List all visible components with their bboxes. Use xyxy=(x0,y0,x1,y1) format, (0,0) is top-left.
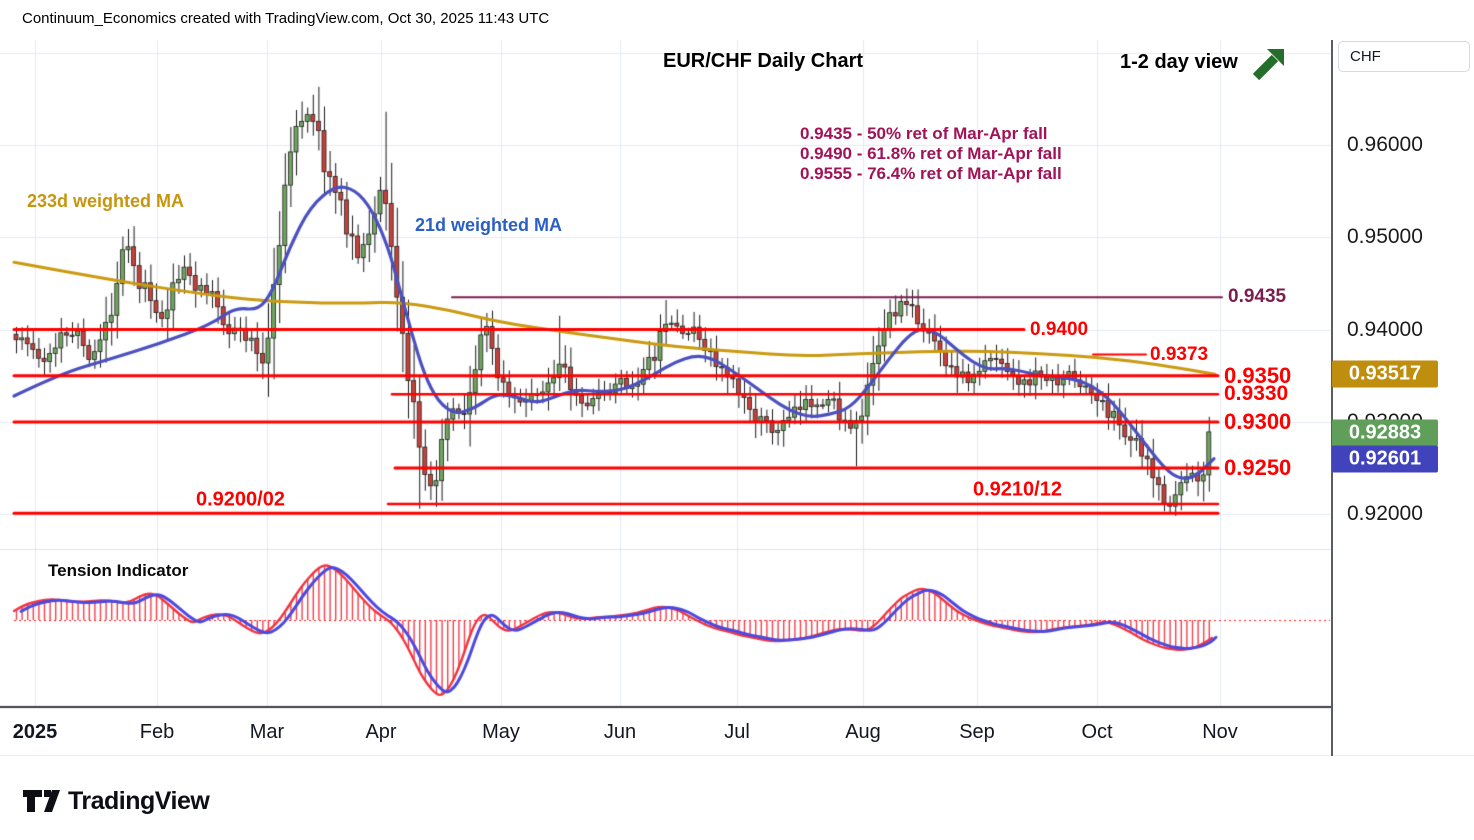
tension-indicator-label: Tension Indicator xyxy=(48,561,189,580)
x-axis-label-may: May xyxy=(482,721,520,743)
x-axis-label-oct: Oct xyxy=(1081,721,1113,743)
price-badge-21d-weighted-MA: 0.92601 xyxy=(1332,445,1438,473)
y-axis-tick-0.94000: 0.94000 xyxy=(1347,317,1423,341)
ma-233d-label: 233d weighted MA xyxy=(27,191,185,211)
axis-bottom-divider xyxy=(0,755,1474,756)
x-axis-label-apr: Apr xyxy=(365,721,397,743)
level-label-0-9300: 0.9300 xyxy=(1224,408,1292,434)
level-label-0-9200-02: 0.9200/02 xyxy=(196,488,285,511)
fib-note-line-2: 0.9490 - 61.8% ret of Mar-Apr fall xyxy=(800,144,1062,163)
x-axis-label-feb: Feb xyxy=(139,721,175,743)
y-axis-tick-0.95000: 0.95000 xyxy=(1347,225,1423,249)
price-badge-last-close: 0.92883 xyxy=(1332,419,1438,447)
fib-note-line-1: 0.9435 - 50% ret of Mar-Apr fall xyxy=(800,124,1048,143)
chart-title: EUR/CHF Daily Chart xyxy=(662,50,864,72)
level-label-0-9373: 0.9373 xyxy=(1150,343,1209,365)
level-label-0-9330: 0.9330 xyxy=(1224,382,1289,406)
attribution-text: Continuum_Economics created with Trading… xyxy=(22,10,550,27)
ma-21d-label: 21d weighted MA xyxy=(415,215,563,235)
x-axis-label-jul: Jul xyxy=(724,721,750,743)
price-chart-canvas[interactable] xyxy=(0,40,1332,709)
x-axis-label-sep: Sep xyxy=(959,721,995,743)
x-axis-label-jun: Jun xyxy=(603,721,637,743)
trend-arrow-up-right-icon xyxy=(1252,49,1284,81)
y-axis-tick-0.96000: 0.96000 xyxy=(1347,133,1423,156)
tradingview-logo-icon xyxy=(23,790,60,812)
fib-note-line-3: 0.9555 - 76.4% ret of Mar-Apr fall xyxy=(800,164,1062,183)
fib-retracement-notes: 0.9435 - 50% ret of Mar-Apr fall 0.9490 … xyxy=(800,124,1062,184)
level-label-0-9435: 0.9435 xyxy=(1228,286,1287,308)
quote-currency-box[interactable]: CHF xyxy=(1338,41,1470,72)
y-axis-tick-0.92000: 0.92000 xyxy=(1347,502,1423,526)
tradingview-logo[interactable]: TradingView xyxy=(22,786,210,816)
x-axis-label-mar: Mar xyxy=(249,721,285,743)
price-badge-233d-weighted-MA: 0.93517 xyxy=(1332,360,1438,388)
x-axis-label-2025: 2025 xyxy=(12,721,58,743)
level-label-0-9400: 0.9400 xyxy=(1030,318,1089,340)
x-axis-label-nov: Nov xyxy=(1202,721,1238,743)
tradingview-logo-text: TradingView xyxy=(68,786,210,815)
level-label-0-9210-12: 0.9210/12 xyxy=(973,478,1062,501)
view-horizon-label: 1-2 day view xyxy=(1120,51,1238,73)
level-label-0-9350: 0.9350 xyxy=(1224,362,1292,388)
level-label-0-9250: 0.9250 xyxy=(1224,455,1292,481)
x-axis-label-aug: Aug xyxy=(845,721,881,743)
price-axis-border xyxy=(1331,40,1333,756)
